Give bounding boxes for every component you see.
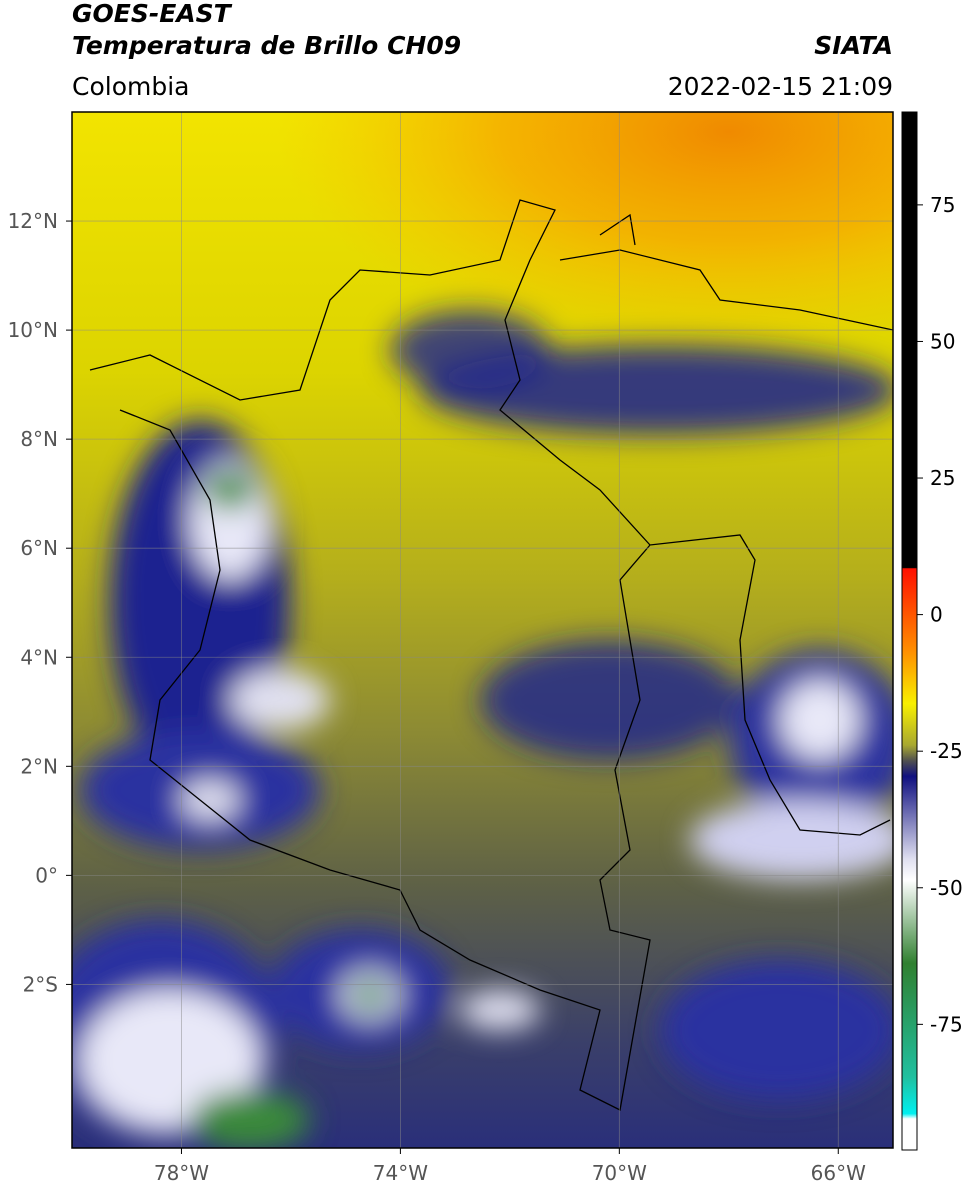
colorbar-tick-label: 75 <box>930 193 955 217</box>
y-tick-label: 10°N <box>8 318 58 342</box>
satellite-image <box>72 112 893 1148</box>
colorbar <box>901 111 918 1151</box>
timestamp: 2022-02-15 21:09 <box>668 72 893 101</box>
title: GOES-EAST <box>72 0 233 28</box>
map-frame <box>71 111 894 1149</box>
subtitle: Temperatura de Brillo CH09 <box>72 31 461 60</box>
region: Colombia <box>72 72 189 101</box>
graticule <box>72 112 893 1148</box>
x-tick-label: 74°W <box>373 1161 428 1185</box>
x-tick-label: 66°W <box>811 1161 866 1185</box>
y-tick-label: 6°N <box>20 536 58 560</box>
colorbar-tick-label: 0 <box>930 603 943 627</box>
y-tick-label: 8°N <box>20 427 58 451</box>
colorbar-tick-label: -25 <box>930 739 963 763</box>
colorbar-tick-label: -50 <box>930 876 963 900</box>
colorbar-tick-label: 50 <box>930 329 955 353</box>
y-tick-label: 12°N <box>8 209 58 233</box>
y-tick-label: 0° <box>35 863 58 887</box>
colorbar-tick-label: -75 <box>930 1012 963 1036</box>
y-tick-label: 2°S <box>23 972 58 996</box>
source: SIATA <box>814 31 893 60</box>
y-tick-label: 4°N <box>20 645 58 669</box>
y-tick-label: 2°N <box>20 754 58 778</box>
x-tick-label: 78°W <box>154 1161 209 1185</box>
x-tick-label: 70°W <box>592 1161 647 1185</box>
colorbar-tick-label: 25 <box>930 466 955 490</box>
